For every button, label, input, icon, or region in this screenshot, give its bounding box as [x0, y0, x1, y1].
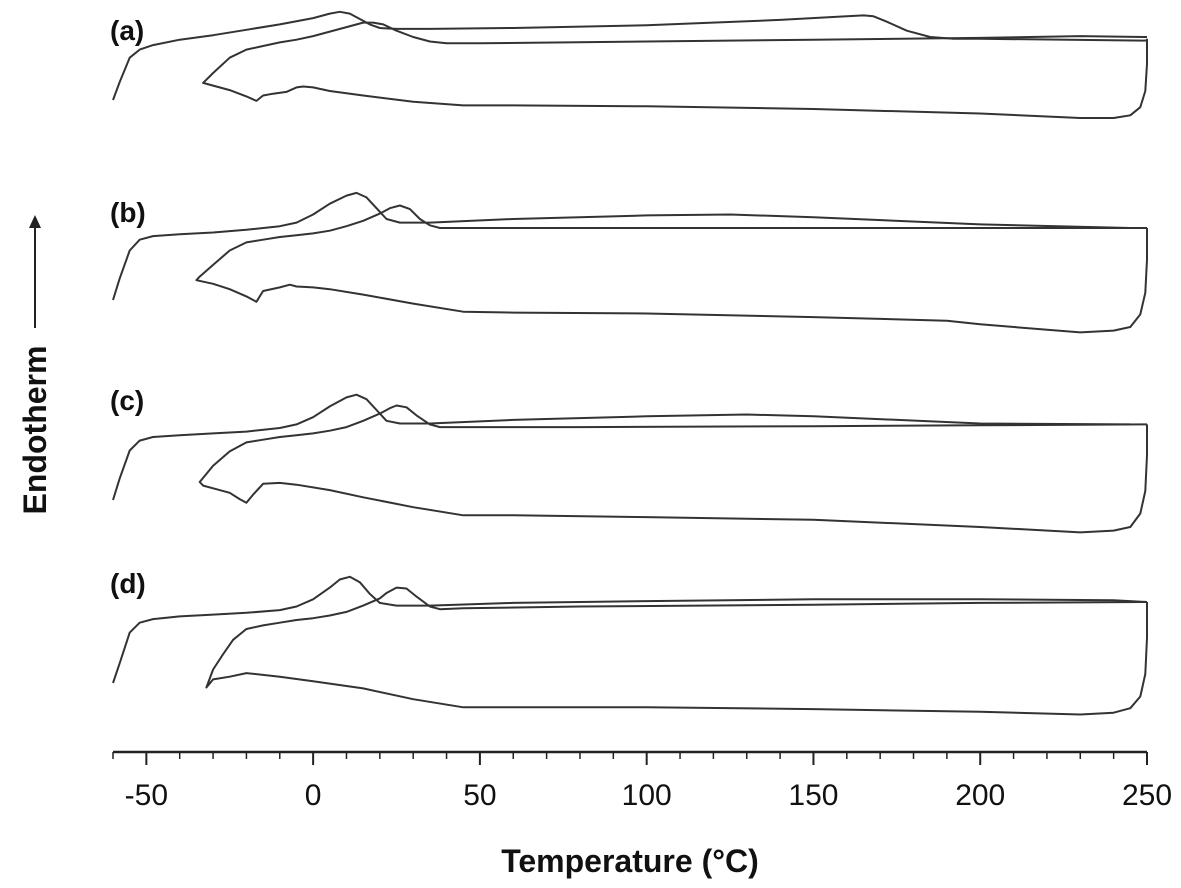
dsc-curve-c-1 — [112, 393, 1131, 501]
panel-label: (a) — [110, 15, 144, 46]
y-axis-title-group: Endotherm — [17, 215, 53, 514]
x-tick-label: 100 — [622, 779, 672, 812]
x-axis: -50 0 50 100 150 200 250 — [112, 750, 1172, 812]
x-axis-title: Temperature (°C) — [501, 843, 759, 879]
x-tick-label: 0 — [305, 779, 322, 812]
panel-labels: (d) (c) (b) (a) — [110, 15, 146, 599]
y-axis-title: Endotherm — [17, 346, 53, 515]
x-ticks — [112, 752, 1148, 765]
x-tick-labels: -50 0 50 100 150 200 250 — [125, 779, 1172, 812]
curves-layer — [112, 10, 1148, 716]
panel-b — [112, 191, 1148, 334]
dsc-curve-a-2 — [202, 21, 1148, 119]
x-tick-label: 150 — [788, 779, 838, 812]
panel-a — [112, 10, 1148, 119]
panel-c — [112, 393, 1148, 534]
dsc-curve-d-1 — [112, 575, 1148, 684]
x-tick-label: 50 — [463, 779, 496, 812]
x-tick-label: 250 — [1122, 779, 1172, 812]
panel-d — [112, 575, 1148, 716]
dsc-curve-b-2 — [195, 204, 1148, 334]
dsc-curve-d-2 — [205, 586, 1148, 716]
panel-label: (d) — [110, 568, 146, 599]
x-tick-label: 200 — [955, 779, 1005, 812]
dsc-curve-a-1 — [112, 10, 1148, 101]
x-tick-label: -50 — [125, 779, 168, 812]
dsc-curve-c-2 — [198, 404, 1148, 534]
panel-label: (b) — [110, 197, 146, 228]
panel-label: (c) — [110, 385, 144, 416]
y-axis-arrow-head — [29, 215, 41, 228]
dsc-curve-b-1 — [112, 191, 1131, 301]
